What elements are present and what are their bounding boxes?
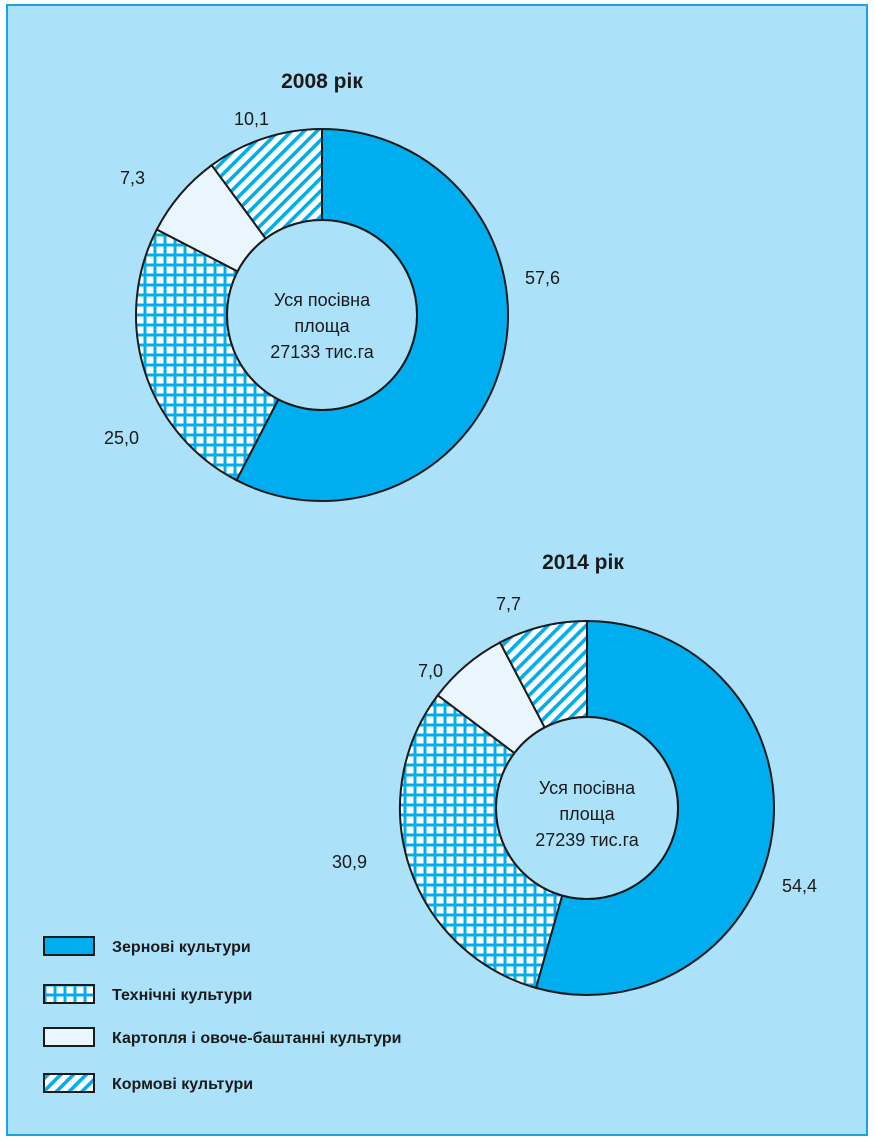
legend-swatch-industrial xyxy=(43,984,95,1004)
legend-item-industrial: Технічні культури xyxy=(43,984,252,1004)
slice-label-grain-2008: 57,6 xyxy=(525,268,560,288)
center-text-line2-2008: площа xyxy=(294,316,350,336)
donut-chart-2008: 2008 рік 57,6 25,0 7,3 10,1 Уся посівна … xyxy=(104,70,560,502)
legend-label-potato: Картопля і овоче-баштанні культури xyxy=(112,1030,402,1047)
slice-label-grain-2014: 54,4 xyxy=(782,876,817,896)
slices-2014 xyxy=(399,619,775,996)
legend-label-grain: Зернові культури xyxy=(112,939,251,956)
slice-label-industrial-2008: 25,0 xyxy=(104,428,139,448)
chart-title-2014: 2014 рік xyxy=(542,551,624,574)
donut-hole xyxy=(495,716,679,900)
slice-label-industrial-2014: 30,9 xyxy=(332,852,367,872)
donut-hole xyxy=(226,219,418,411)
legend-label-industrial: Технічні культури xyxy=(112,987,252,1004)
legend-item-fodder: Кормові культури xyxy=(43,1073,253,1093)
legend-item-grain: Зернові культури xyxy=(43,936,251,956)
center-text-line1-2014: Уся посівна xyxy=(539,778,636,798)
legend: Зернові культури Технічні культури Карто… xyxy=(43,936,402,1093)
legend-swatch-grain xyxy=(43,936,95,956)
center-text-line3-2014: 27239 тис.га xyxy=(535,830,640,850)
slice-label-potato-2008: 7,3 xyxy=(120,168,145,188)
slice-label-potato-2014: 7,0 xyxy=(418,661,443,681)
legend-label-fodder: Кормові культури xyxy=(112,1076,253,1093)
center-text-line3-2008: 27133 тис.га xyxy=(270,342,375,362)
slice-label-fodder-2014: 7,7 xyxy=(496,594,521,614)
center-text-line2-2014: площа xyxy=(559,804,615,824)
legend-item-potato: Картопля і овоче-баштанні культури xyxy=(43,1027,402,1047)
chart-title-2008: 2008 рік xyxy=(281,70,363,93)
legend-swatch-fodder xyxy=(43,1073,95,1093)
center-text-line1-2008: Уся посівна xyxy=(274,290,371,310)
legend-swatch-potato xyxy=(43,1027,95,1047)
slices-2008 xyxy=(135,127,509,502)
slice-label-fodder-2008: 10,1 xyxy=(234,109,269,129)
donut-chart-2014: 2014 рік 54,4 30,9 7,0 7,7 Уся посівна п… xyxy=(332,551,817,996)
